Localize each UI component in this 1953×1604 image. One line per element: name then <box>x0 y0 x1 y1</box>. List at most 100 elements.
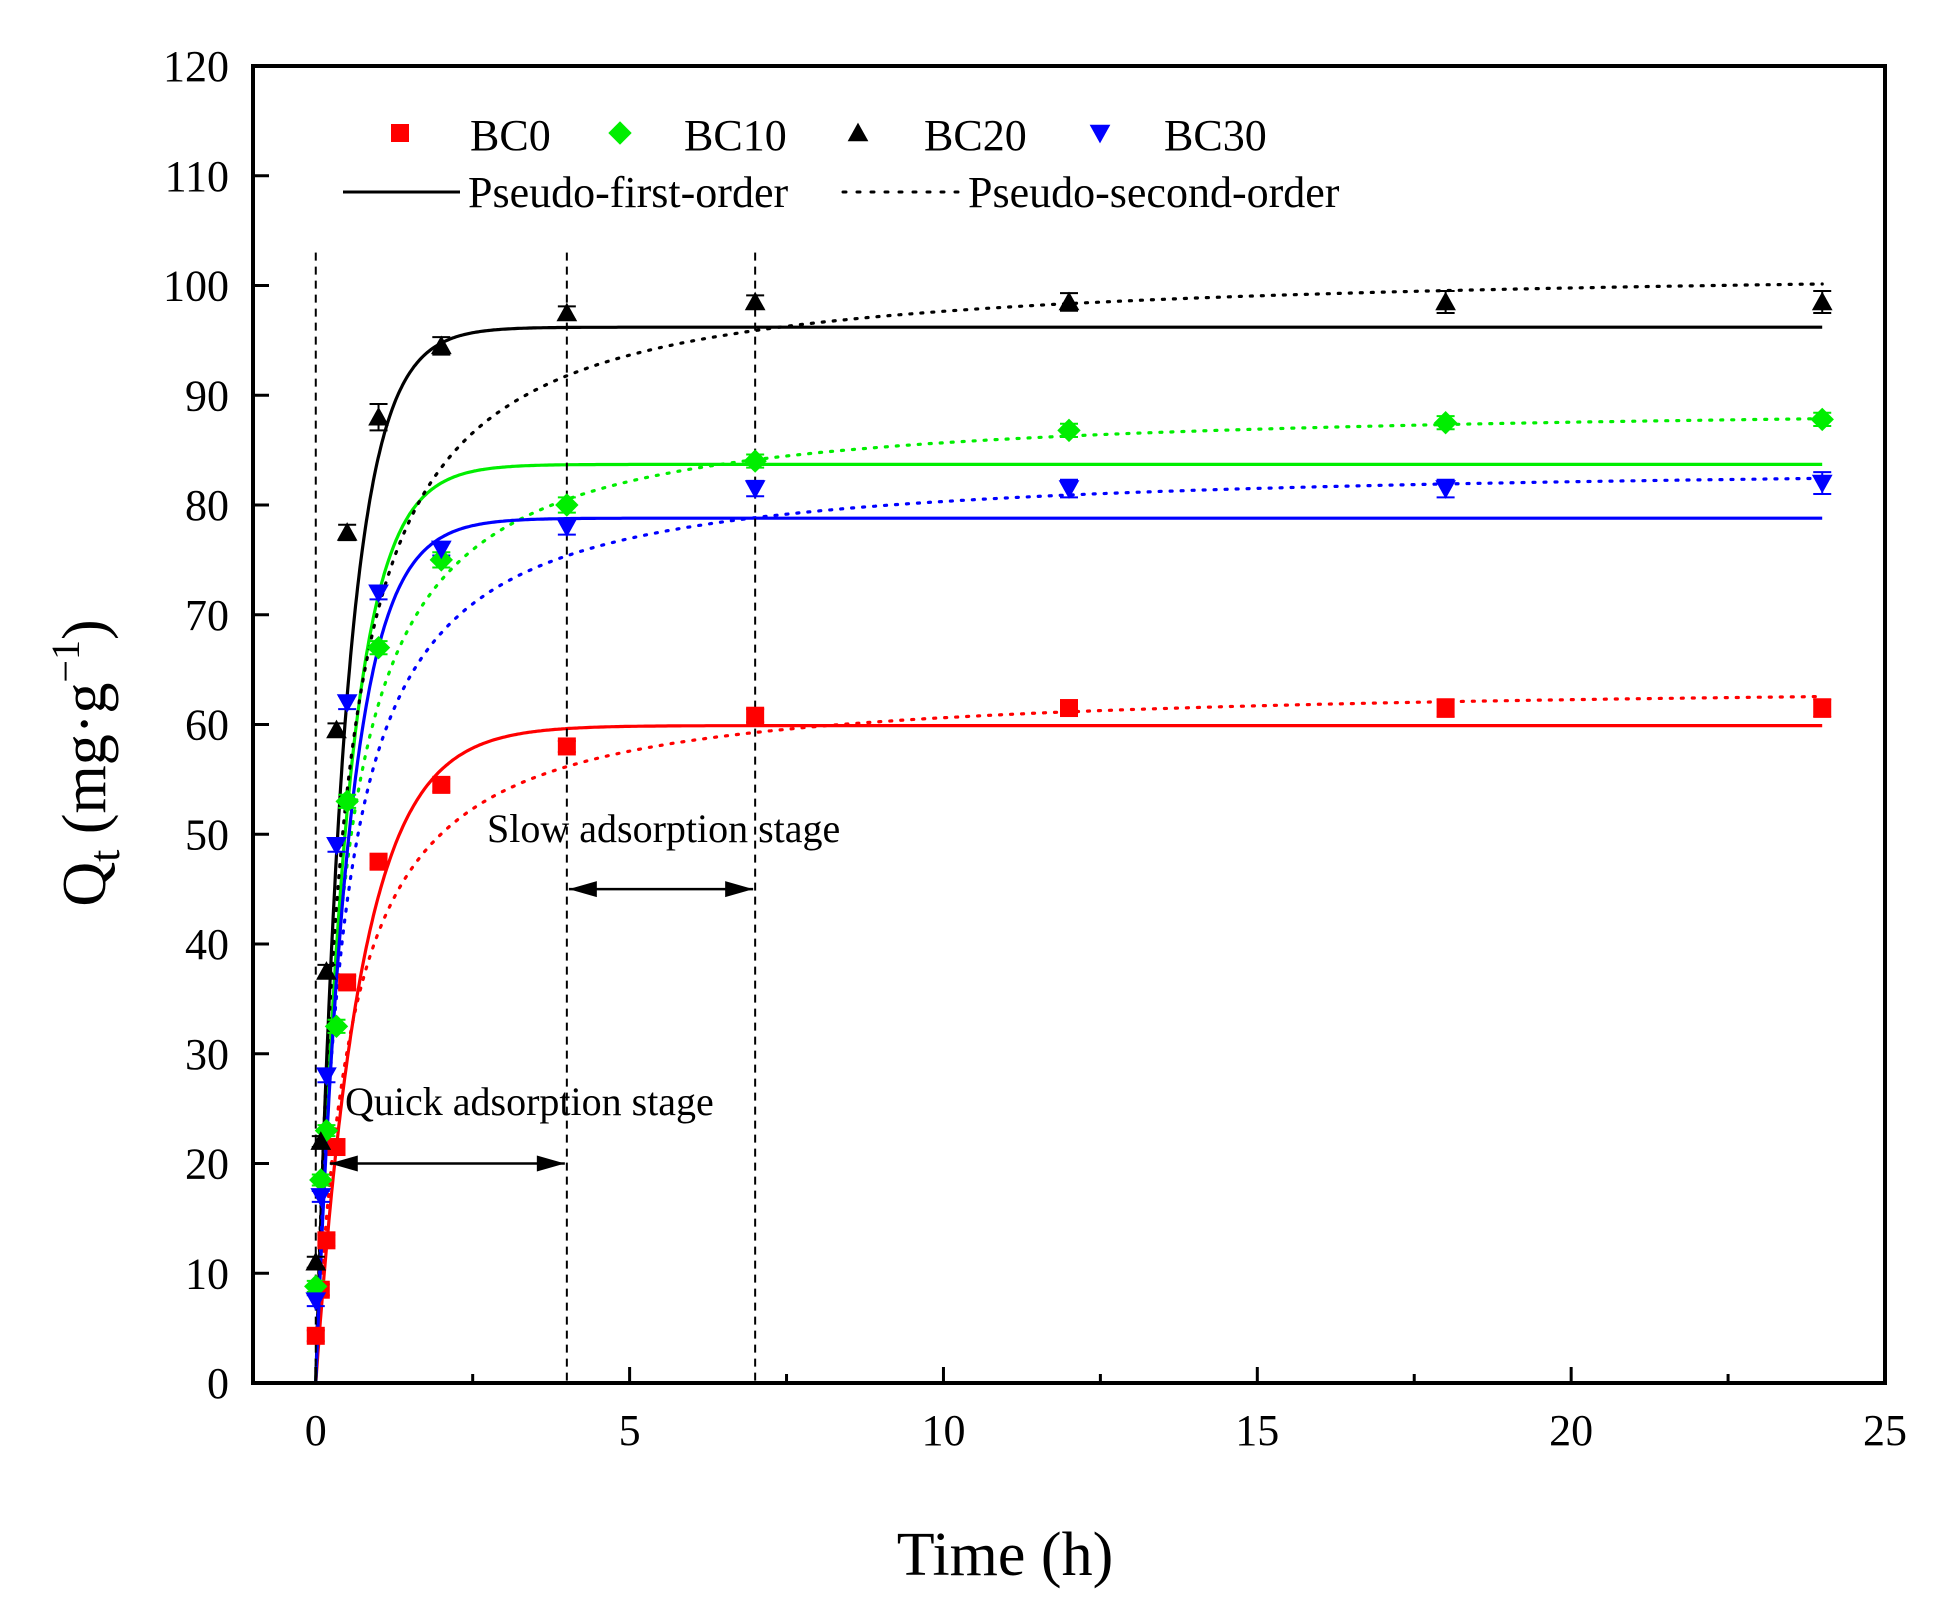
quick-stage-label: Quick adsorption stage <box>345 1079 714 1124</box>
pfo-fit-bc20 <box>314 325 1823 1383</box>
y-tick-label: 100 <box>163 262 229 311</box>
quick-stage-arrow <box>329 1155 565 1172</box>
marker-bc20 <box>744 291 766 311</box>
y-tick-label: 20 <box>185 1140 229 1189</box>
x-tick-label: 20 <box>1549 1406 1593 1455</box>
marker-bc10 <box>304 1274 328 1299</box>
marker-bc10 <box>1433 410 1458 435</box>
marker-bc30 <box>326 836 347 856</box>
x-tick-label: 0 <box>305 1406 327 1455</box>
y-axis-label: Qt (mg·g−1) <box>43 619 129 906</box>
marker-bc0 <box>338 973 357 992</box>
arrow-head-right <box>725 881 754 898</box>
y-tick-label: 110 <box>165 152 229 201</box>
legend-label-bc10: BC10 <box>684 111 787 160</box>
legend-marker-bc30 <box>1089 124 1111 144</box>
x-tick-label: 5 <box>619 1406 641 1455</box>
legend-label-pfo: Pseudo-first-order <box>468 168 788 217</box>
marker-bc0 <box>317 1231 336 1250</box>
marker-bc20 <box>326 719 347 739</box>
marker-bc10 <box>324 1014 349 1039</box>
legend-label-bc0: BC0 <box>470 111 551 160</box>
marker-bc10 <box>555 493 579 517</box>
marker-bc10 <box>743 449 767 473</box>
slow-stage-arrow <box>568 881 754 898</box>
stage-arrows <box>329 881 754 1172</box>
y-tick-label: 80 <box>185 481 229 530</box>
marker-bc10 <box>366 635 391 660</box>
marker-bc30 <box>305 1292 327 1312</box>
marker-bc20 <box>1811 291 1833 311</box>
arrow-head-right <box>536 1155 565 1172</box>
fit-curves <box>314 282 1824 1385</box>
y-tick-label: 30 <box>185 1030 229 1079</box>
legend-label-pso: Pseudo-second-order <box>968 168 1340 217</box>
pso-fit-bc10 <box>314 417 1824 1385</box>
marker-bc20 <box>556 302 578 322</box>
y-axis-label-close: ) <box>51 619 119 640</box>
marker-bc10 <box>1057 418 1081 443</box>
marker-bc30 <box>744 480 766 499</box>
legend-marker-bc10 <box>608 121 632 145</box>
marker-bc0 <box>432 775 451 794</box>
marker-bc30 <box>1435 480 1456 499</box>
marker-bc20 <box>336 522 358 541</box>
marker-bc30 <box>1058 480 1080 499</box>
y-tick-label: 0 <box>207 1359 229 1408</box>
marker-bc20 <box>310 1131 332 1150</box>
marker-bc30 <box>556 518 578 538</box>
arrow-head-left <box>568 881 597 898</box>
marker-bc20 <box>1435 291 1456 311</box>
y-axis-ticks: 0 10 20 30 40 50 60 70 80 90 100 110 120 <box>163 42 269 1408</box>
legend-markers <box>391 121 1111 145</box>
legend-label-bc30: BC30 <box>1164 111 1267 160</box>
y-axis-label-main: Q <box>51 862 119 907</box>
marker-bc10 <box>335 789 359 814</box>
x-tick-label: 15 <box>1235 1406 1279 1455</box>
pfo-fit-bc30 <box>314 516 1823 1383</box>
y-axis-label-sub: t <box>80 850 129 862</box>
marker-bc0 <box>1813 699 1832 718</box>
marker-bc20 <box>430 335 452 355</box>
marker-bc20 <box>316 961 337 980</box>
legend-marker-bc20 <box>847 122 869 142</box>
marker-bc30 <box>1811 474 1833 494</box>
marker-bc10 <box>309 1168 333 1192</box>
legend: BC0 BC10 BC20 BC30 Pseudo-first-order Ps… <box>343 111 1340 217</box>
marker-bc0 <box>306 1326 325 1345</box>
stage-annotations: Quick adsorption stage Slow adsorption s… <box>329 806 840 1172</box>
arrow-head-left <box>329 1155 358 1172</box>
pfo-fit-bc10 <box>314 462 1823 1383</box>
x-axis-ticks: 0 5 10 15 20 25 <box>305 1367 1907 1455</box>
marker-bc0 <box>746 706 765 725</box>
y-tick-label: 10 <box>185 1249 229 1298</box>
legend-marker-bc0 <box>391 124 409 142</box>
x-tick-label: 10 <box>921 1406 965 1455</box>
marker-bc0 <box>1060 699 1078 718</box>
marker-bc0 <box>557 737 576 756</box>
marker-bc30 <box>310 1188 332 1207</box>
x-tick-label: 25 <box>1863 1406 1907 1455</box>
legend-label-bc20: BC20 <box>924 111 1027 160</box>
marker-bc10 <box>429 548 454 572</box>
y-axis-label-unit: (mg·g <box>51 683 119 850</box>
y-tick-label: 40 <box>185 920 229 969</box>
marker-bc20 <box>1058 291 1080 311</box>
y-tick-label: 60 <box>185 701 229 750</box>
pso-fit-bc20 <box>314 282 1824 1385</box>
y-tick-label: 50 <box>185 810 229 859</box>
marker-bc20 <box>368 406 389 426</box>
y-tick-label: 120 <box>163 42 229 91</box>
marker-bc30 <box>368 584 389 604</box>
marker-bc0 <box>1436 699 1455 718</box>
marker-bc0 <box>327 1138 346 1157</box>
slow-stage-label: Slow adsorption stage <box>487 806 840 851</box>
marker-bc30 <box>430 540 452 560</box>
marker-bc10 <box>314 1118 339 1143</box>
marker-bc30 <box>336 694 358 713</box>
marker-bc10 <box>1810 407 1834 432</box>
marker-bc0 <box>369 852 388 871</box>
y-axis-label-sup: −1 <box>43 640 88 683</box>
